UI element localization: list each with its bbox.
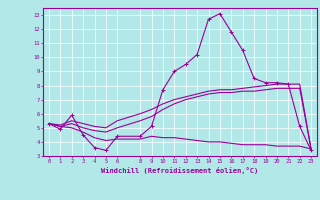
X-axis label: Windchill (Refroidissement éolien,°C): Windchill (Refroidissement éolien,°C) [101,167,259,174]
